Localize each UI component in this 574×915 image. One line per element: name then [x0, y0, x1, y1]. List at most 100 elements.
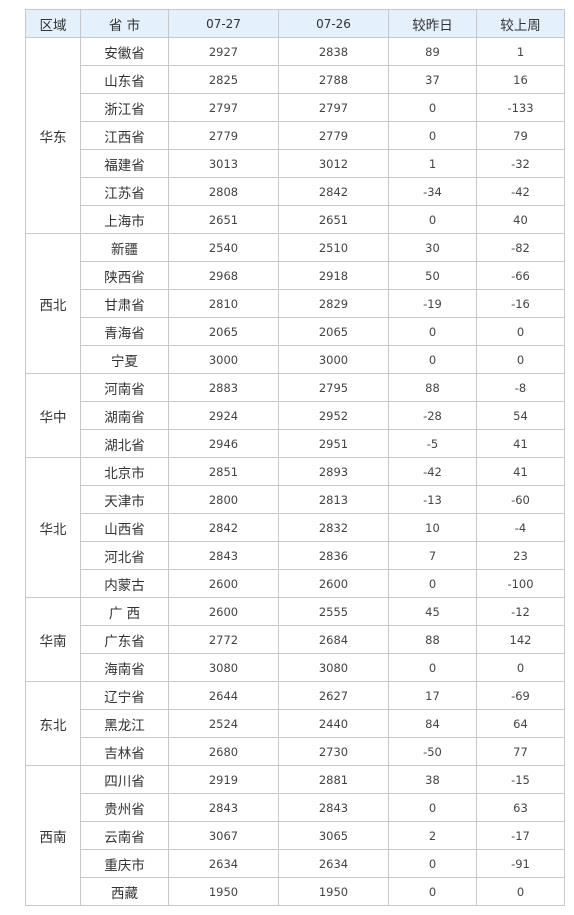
province-cell: 辽宁省	[80, 681, 169, 710]
price-0727-cell: 2968	[168, 261, 279, 290]
change-vs-last-week-cell: -100	[476, 569, 565, 598]
province-cell: 甘肃省	[80, 289, 169, 318]
header-vs-last-week: 较上周	[476, 9, 565, 38]
change-vs-yesterday-cell: 30	[388, 233, 477, 262]
region-cell: 华中	[25, 373, 81, 458]
price-0727-cell: 2797	[168, 93, 279, 122]
change-vs-yesterday-cell: 0	[388, 345, 477, 374]
province-cell: 上海市	[80, 205, 169, 234]
price-0726-cell: 2627	[278, 681, 389, 710]
province-cell: 海南省	[80, 653, 169, 682]
price-0727-cell: 2634	[168, 849, 279, 878]
price-0726-cell: 2510	[278, 233, 389, 262]
change-vs-yesterday-cell: 88	[388, 373, 477, 402]
change-vs-last-week-cell: 41	[476, 457, 565, 486]
price-0727-cell: 2540	[168, 233, 279, 262]
province-cell: 安徽省	[80, 37, 169, 66]
change-vs-yesterday-cell: 1	[388, 149, 477, 178]
change-vs-last-week-cell: 54	[476, 401, 565, 430]
change-vs-last-week-cell: 41	[476, 429, 565, 458]
change-vs-yesterday-cell: 0	[388, 653, 477, 682]
change-vs-last-week-cell: -69	[476, 681, 565, 710]
price-0726-cell: 2795	[278, 373, 389, 402]
header-region: 区域	[25, 9, 81, 38]
price-0727-cell: 3013	[168, 149, 279, 178]
change-vs-last-week-cell: -12	[476, 597, 565, 626]
price-0727-cell: 2843	[168, 793, 279, 822]
price-0727-cell: 2065	[168, 317, 279, 346]
price-0727-cell: 3000	[168, 345, 279, 374]
price-0726-cell: 2730	[278, 737, 389, 766]
change-vs-yesterday-cell: 0	[388, 877, 477, 906]
region-cell: 华东	[25, 37, 81, 234]
change-vs-last-week-cell: 79	[476, 121, 565, 150]
price-0726-cell: 2952	[278, 401, 389, 430]
price-0727-cell: 1950	[168, 877, 279, 906]
change-vs-last-week-cell: -91	[476, 849, 565, 878]
change-vs-yesterday-cell: 45	[388, 597, 477, 626]
price-0726-cell: 2788	[278, 65, 389, 94]
price-table: 区域 省 市 07-27 07-26 较昨日 较上周 华东 安徽省 2927 2838…	[25, 9, 565, 906]
price-0727-cell: 2644	[168, 681, 279, 710]
table-row: 重庆市 2634 2634 0 -91	[26, 849, 565, 878]
table-row: 福建省 3013 3012 1 -32	[26, 149, 565, 178]
change-vs-last-week-cell: -15	[476, 765, 565, 794]
price-0727-cell: 2842	[168, 513, 279, 542]
price-0727-cell: 2851	[168, 457, 279, 486]
price-0727-cell: 2924	[168, 401, 279, 430]
change-vs-last-week-cell: 0	[476, 345, 565, 374]
province-cell: 江苏省	[80, 177, 169, 206]
province-cell: 浙江省	[80, 93, 169, 122]
table-row: 内蒙古 2600 2600 0 -100	[26, 569, 565, 598]
price-0726-cell: 3012	[278, 149, 389, 178]
price-0726-cell: 2600	[278, 569, 389, 598]
change-vs-yesterday-cell: 0	[388, 205, 477, 234]
price-0726-cell: 3065	[278, 821, 389, 850]
change-vs-yesterday-cell: 88	[388, 625, 477, 654]
change-vs-yesterday-cell: 84	[388, 709, 477, 738]
price-0726-cell: 2836	[278, 541, 389, 570]
change-vs-yesterday-cell: 38	[388, 765, 477, 794]
price-0726-cell: 2842	[278, 177, 389, 206]
price-0727-cell: 2800	[168, 485, 279, 514]
header-date-0727: 07-27	[168, 9, 279, 38]
table-row: 西藏 1950 1950 0 0	[26, 877, 565, 906]
change-vs-last-week-cell: -32	[476, 149, 565, 178]
change-vs-yesterday-cell: -34	[388, 177, 477, 206]
change-vs-yesterday-cell: -28	[388, 401, 477, 430]
table-row: 华南广 西 2600 2555 45 -12	[25, 597, 565, 682]
change-vs-last-week-cell: 0	[476, 877, 565, 906]
province-cell: 四川省	[80, 765, 169, 794]
change-vs-yesterday-cell: 10	[388, 513, 477, 542]
province-cell: 青海省	[80, 317, 169, 346]
header-province: 省 市	[80, 9, 169, 38]
change-vs-last-week-cell: 0	[476, 317, 565, 346]
province-cell: 重庆市	[80, 849, 169, 878]
header-row: 区域 省 市 07-27 07-26 较昨日 较上周	[25, 9, 565, 38]
price-0726-cell: 2918	[278, 261, 389, 290]
region-cell: 西北	[25, 233, 81, 374]
price-0726-cell: 2555	[278, 597, 389, 626]
price-0726-cell: 1950	[278, 877, 389, 906]
change-vs-last-week-cell: -66	[476, 261, 565, 290]
province-cell: 陕西省	[80, 261, 169, 290]
price-0727-cell: 2927	[168, 37, 279, 66]
province-cell: 北京市	[80, 457, 169, 486]
change-vs-last-week-cell: -8	[476, 373, 565, 402]
province-cell: 江西省	[80, 121, 169, 150]
change-vs-yesterday-cell: 89	[388, 37, 477, 66]
table-row: 山东省 2825 2788 37 16	[26, 65, 565, 94]
change-vs-last-week-cell: 63	[476, 793, 565, 822]
change-vs-last-week-cell: 1	[476, 37, 565, 66]
change-vs-yesterday-cell: 0	[388, 793, 477, 822]
change-vs-last-week-cell: -60	[476, 485, 565, 514]
change-vs-last-week-cell: -133	[476, 93, 565, 122]
province-cell: 河北省	[80, 541, 169, 570]
table-row: 山西省 2842 2832 10 -4	[26, 513, 565, 542]
table-row: 华北 北京市 2851 2893 -42 41	[25, 457, 565, 598]
price-0726-cell: 2843	[278, 793, 389, 822]
table-row: 西北 新疆 2540 2510 30 -82	[25, 233, 565, 374]
table-row: 江西省 2779 2779 0 79	[26, 121, 565, 150]
price-0727-cell: 2919	[168, 765, 279, 794]
table-row: 湖南省 2924 2952 -28 54	[26, 401, 565, 430]
